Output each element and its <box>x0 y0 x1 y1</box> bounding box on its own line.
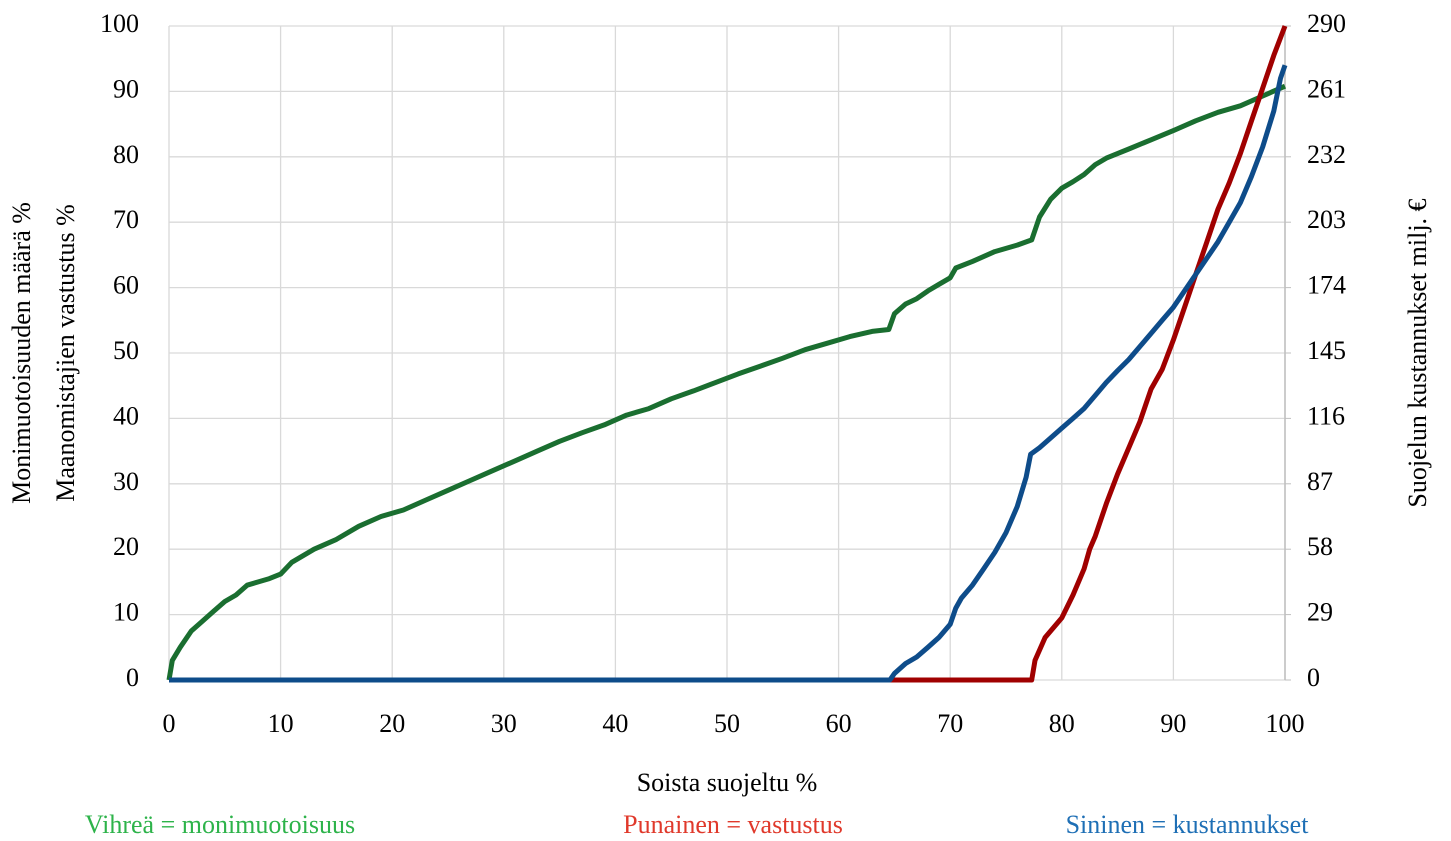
x-tick-label: 10 <box>268 709 294 738</box>
y-tick-label: 100 <box>100 9 139 38</box>
line-series <box>166 83 1287 681</box>
y2-tick-label: 116 <box>1307 401 1345 430</box>
y-tick-label: 20 <box>113 532 139 561</box>
y2-tick-label: 174 <box>1307 271 1346 300</box>
y-tick-label: 40 <box>113 401 139 430</box>
y-tick-label: 90 <box>113 74 139 103</box>
annotation: Punainen = vastustus <box>623 810 843 839</box>
x-tick-label: 30 <box>491 709 517 738</box>
x-tick-label: 40 <box>602 709 628 738</box>
x-tick-label: 0 <box>163 709 176 738</box>
annotation: Vihreä = monimuotoisuus <box>85 810 355 839</box>
y-axis-label: Maanomistajien vastustus % <box>51 204 80 502</box>
y2-tick-label: 232 <box>1307 140 1346 169</box>
x-tick-label: 100 <box>1266 709 1305 738</box>
x-tick-label: 60 <box>826 709 852 738</box>
y-tick-label: 60 <box>113 271 139 300</box>
y2-axis-label: Suojelun kustannukset milj. € <box>1403 198 1432 507</box>
y-axis-label: Monimuotoisuuden määrä % <box>7 202 36 504</box>
y2-tick-label: 58 <box>1307 532 1333 561</box>
line-series <box>169 25 1288 683</box>
x-tick-label: 70 <box>937 709 963 738</box>
y-tick-label: 70 <box>113 205 139 234</box>
y2-tick-label: 0 <box>1307 663 1320 692</box>
y-tick-label: 50 <box>113 336 139 365</box>
line-series <box>169 64 1288 683</box>
y-tick-label: 0 <box>126 663 139 692</box>
x-tick-label: 90 <box>1160 709 1186 738</box>
x-tick-label: 80 <box>1049 709 1075 738</box>
y2-tick-label: 29 <box>1307 598 1333 627</box>
y2-tick-label: 203 <box>1307 205 1346 234</box>
y2-tick-label: 290 <box>1307 9 1346 38</box>
y2-tick-label: 145 <box>1307 336 1346 365</box>
y2-tick-label: 261 <box>1307 74 1346 103</box>
y-tick-label: 80 <box>113 140 139 169</box>
y-tick-label: 10 <box>113 598 139 627</box>
y-tick-label: 30 <box>113 467 139 496</box>
x-tick-label: 20 <box>379 709 405 738</box>
y2-tick-label: 87 <box>1307 467 1333 496</box>
annotation: Sininen = kustannukset <box>1066 810 1310 839</box>
x-tick-label: 50 <box>714 709 740 738</box>
x-axis-label: Soista suojeltu % <box>637 768 818 797</box>
